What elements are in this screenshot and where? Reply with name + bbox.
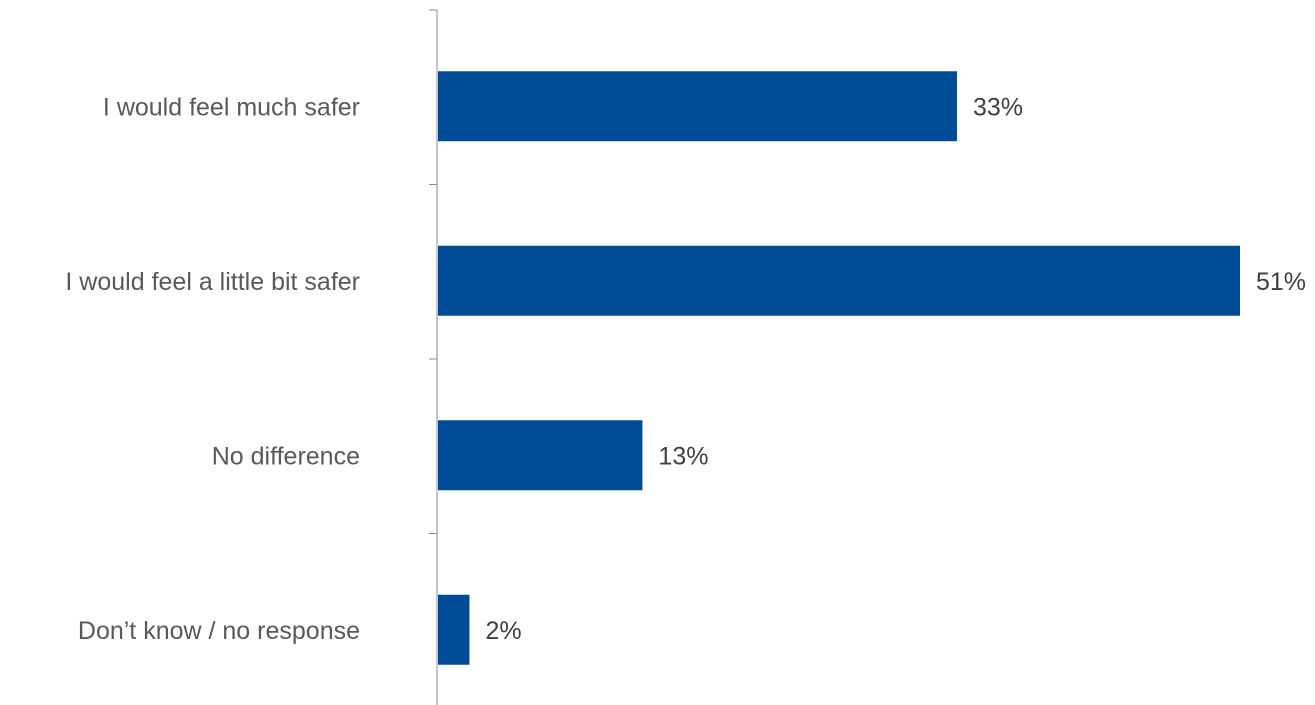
category-label: Don’t know / no response (78, 617, 360, 645)
bar (438, 420, 643, 491)
category-label: I would feel a little bit safer (65, 268, 360, 296)
labels-layer: I would feel much safer 33% I would feel a… (65, 93, 1306, 645)
axis-layer (429, 9, 438, 705)
category-label: I would feel much safer (103, 93, 360, 121)
data-label: 51% (1256, 268, 1306, 296)
data-label: 33% (973, 93, 1023, 121)
category-label: No difference (212, 442, 360, 470)
bars-layer (438, 71, 1240, 665)
bar (438, 245, 1240, 316)
data-label: 2% (485, 617, 521, 645)
bar (438, 594, 470, 665)
bar (438, 71, 957, 142)
data-label: 13% (658, 442, 708, 470)
